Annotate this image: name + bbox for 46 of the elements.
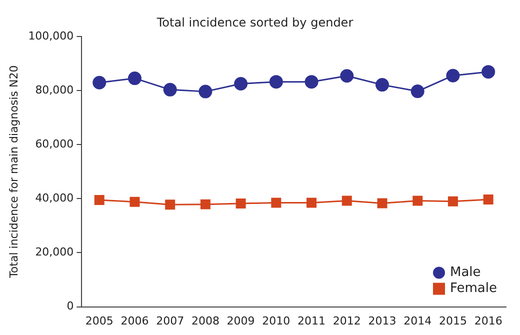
- x-tick-label: 2005: [85, 314, 114, 328]
- x-tick-label: 2007: [156, 314, 184, 328]
- point: [236, 198, 246, 208]
- point: [342, 196, 352, 206]
- y-axis-title: Total incidence for main diagnosis N20: [7, 65, 20, 279]
- point: [377, 198, 388, 208]
- point: [483, 194, 494, 204]
- point: [410, 84, 424, 98]
- x-tick-label: 2010: [262, 314, 290, 328]
- chart-title: Total incidence sorted by gender: [156, 15, 354, 30]
- point: [446, 68, 460, 82]
- x-tick-label: 2014: [404, 314, 432, 328]
- y-tick-label: 60,000: [35, 137, 74, 150]
- point: [163, 82, 177, 96]
- x-tick-label: 2006: [120, 314, 149, 328]
- point: [130, 196, 140, 207]
- x-tick-label: 2009: [226, 314, 255, 328]
- x-tick-label: 2013: [368, 314, 396, 328]
- point: [165, 200, 176, 210]
- point: [92, 76, 106, 90]
- point: [200, 199, 210, 210]
- point: [304, 75, 318, 89]
- y-tick-label: 40,000: [35, 192, 74, 204]
- x-tick-label: 2015: [438, 314, 467, 328]
- legend-label: Female: [450, 281, 498, 296]
- point: [94, 195, 104, 205]
- point: [412, 196, 423, 206]
- y-tick-label: 20,000: [35, 246, 74, 259]
- point: [128, 72, 142, 86]
- y-tick-label: 100,000: [28, 29, 74, 42]
- y-tick-label: 0: [66, 300, 74, 313]
- point: [375, 78, 389, 92]
- point: [482, 65, 496, 79]
- x-tick-label: 2016: [474, 314, 502, 328]
- point: [271, 198, 282, 208]
- point: [269, 75, 283, 89]
- point: [198, 84, 212, 98]
- point: [234, 76, 248, 90]
- point: [340, 69, 354, 83]
- x-tick-label: 2011: [298, 314, 326, 328]
- x-tick-label: 2012: [332, 314, 361, 328]
- point: [448, 196, 458, 206]
- point: [306, 198, 317, 208]
- x-tick-label: 2008: [191, 314, 220, 328]
- legend-label: Male: [450, 265, 481, 280]
- y-tick-label: 80,000: [35, 83, 74, 96]
